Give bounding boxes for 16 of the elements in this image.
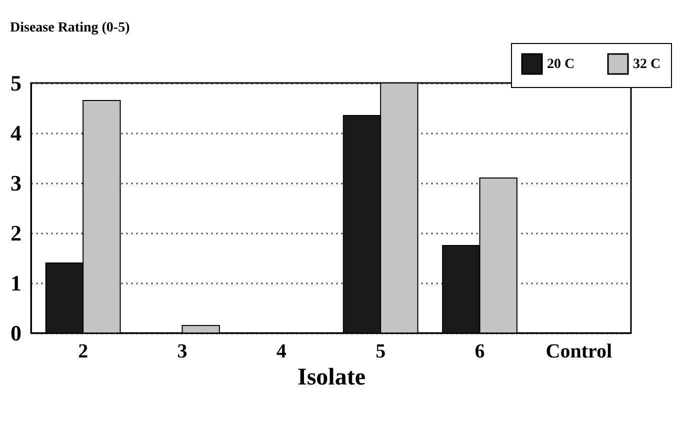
y-tick-label: 2 [10, 220, 22, 246]
y-tick-label: 0 [10, 320, 22, 346]
y-axis-title: Disease Rating (0-5) [10, 20, 130, 36]
legend-label: 20 C [547, 57, 575, 72]
x-tick-label: 3 [177, 340, 188, 362]
y-tick-label: 4 [10, 120, 22, 146]
x-axis-title: Isolate [298, 364, 366, 390]
y-tick-label: 3 [10, 170, 22, 196]
x-tick-label: 6 [474, 340, 485, 362]
y-tick-label: 1 [10, 270, 22, 296]
y-tick-label: 5 [10, 70, 22, 96]
x-tick-label: Control [546, 340, 613, 362]
x-tick-label: 2 [78, 340, 88, 362]
x-tick-label: 4 [276, 340, 286, 362]
legend-label: 32 C [633, 57, 661, 72]
x-tick-label: 5 [376, 340, 386, 362]
